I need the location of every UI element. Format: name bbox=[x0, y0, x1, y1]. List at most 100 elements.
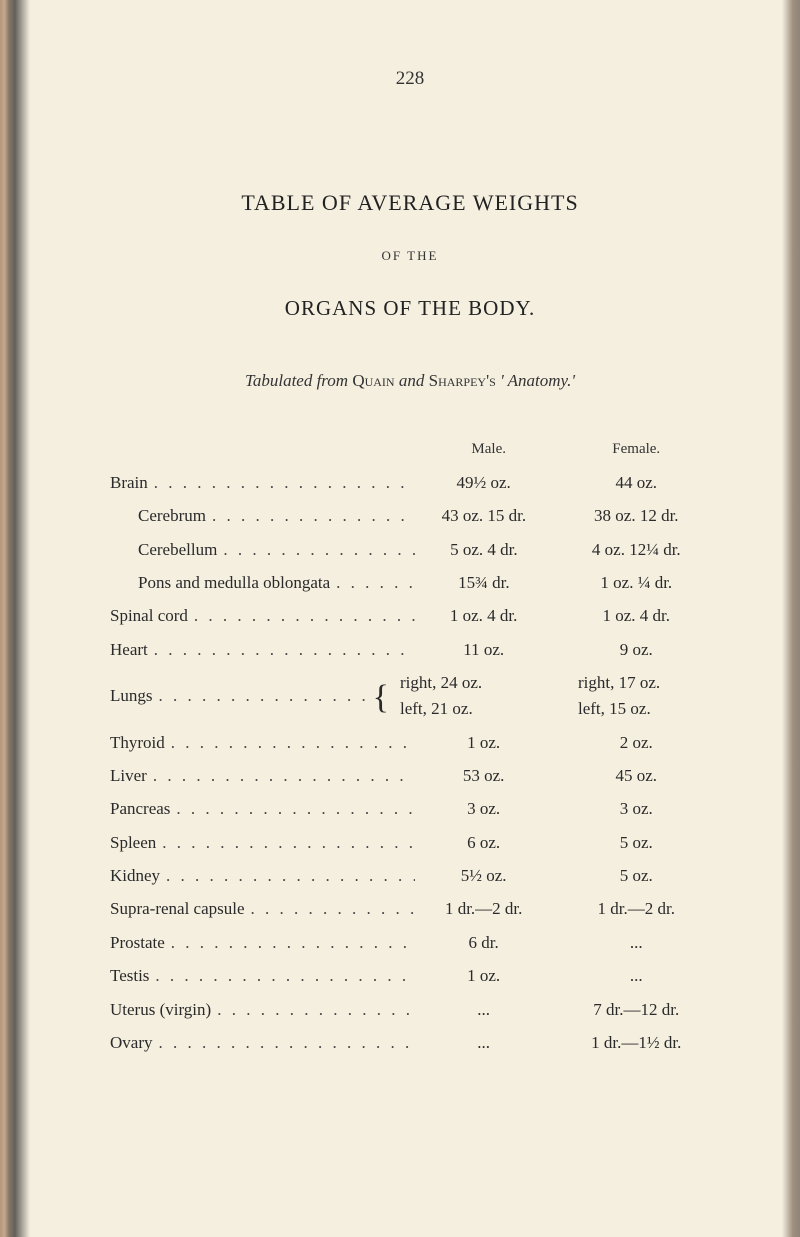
female-value: 38 oz. 12 dr. bbox=[563, 503, 710, 529]
male-value: 3 oz. bbox=[415, 796, 563, 822]
organ-label: Heart bbox=[110, 637, 148, 663]
label-cell: Kidney. . . . . . . . . . . . . . . . . … bbox=[110, 863, 415, 889]
dots-leader: . . . . . . . . . . . . . . . . . . . . … bbox=[206, 503, 415, 529]
table-row: Spleen. . . . . . . . . . . . . . . . . … bbox=[110, 830, 710, 856]
table-header-row: Male. Female. bbox=[110, 441, 710, 458]
organ-label: Spleen bbox=[110, 830, 156, 856]
organ-label: Supra-renal capsule bbox=[110, 896, 245, 922]
female-value: 5 oz. bbox=[563, 863, 711, 889]
table-row: Brain. . . . . . . . . . . . . . . . . .… bbox=[110, 470, 710, 496]
organ-label: Testis bbox=[110, 963, 149, 989]
male-value: 15¾ dr. bbox=[415, 570, 563, 596]
table-row: Pons and medulla oblongata. . . . . . . … bbox=[110, 570, 710, 596]
male-value: 5 oz. 4 dr. bbox=[415, 537, 563, 563]
organ-label: Brain bbox=[110, 470, 148, 496]
lungs-row: Lungs . . . . . . . . . . . . . . . . . … bbox=[110, 670, 710, 723]
dots-leader: . . . . . . . . . . . . . . . . . . . . … bbox=[160, 863, 415, 889]
table-row: Cerebrum. . . . . . . . . . . . . . . . … bbox=[110, 503, 710, 529]
organ-label: Thyroid bbox=[110, 730, 165, 756]
table-row: Thyroid. . . . . . . . . . . . . . . . .… bbox=[110, 730, 710, 756]
female-value: 3 oz. bbox=[563, 796, 711, 822]
female-value: 1 oz. ¼ dr. bbox=[563, 570, 710, 596]
dots-leader: . . . . . . . . . . . . . . . . . . . . … bbox=[153, 683, 373, 709]
dots-leader: . . . . . . . . . . . . . . . . . . . . … bbox=[148, 637, 415, 663]
female-value: 44 oz. bbox=[563, 470, 711, 496]
label-cell: Heart. . . . . . . . . . . . . . . . . .… bbox=[110, 637, 415, 663]
dots-leader: . . . . . . . . . . . . . . . . . . . . … bbox=[217, 537, 415, 563]
male-value: 6 oz. bbox=[415, 830, 563, 856]
organ-label: Pons and medulla oblongata bbox=[138, 570, 330, 596]
lungs-right-female: right, 17 oz. bbox=[560, 670, 710, 696]
label-cell: Brain. . . . . . . . . . . . . . . . . .… bbox=[110, 470, 415, 496]
table-row: Prostate. . . . . . . . . . . . . . . . … bbox=[110, 930, 710, 956]
table-row: Spinal cord. . . . . . . . . . . . . . .… bbox=[110, 603, 710, 629]
male-value: 53 oz. bbox=[415, 763, 563, 789]
lungs-left-female: left, 15 oz. bbox=[560, 696, 710, 722]
label-cell: Cerebellum. . . . . . . . . . . . . . . … bbox=[110, 537, 415, 563]
organ-label: Cerebrum bbox=[138, 503, 206, 529]
female-value: ... bbox=[563, 963, 711, 989]
dots-leader: . . . . . . . . . . . . . . . . . . . . … bbox=[147, 763, 415, 789]
organ-label: Cerebellum bbox=[138, 537, 217, 563]
label-cell: Pons and medulla oblongata. . . . . . . … bbox=[110, 570, 415, 596]
table-row: Supra-renal capsule. . . . . . . . . . .… bbox=[110, 896, 710, 922]
male-value: ... bbox=[415, 997, 563, 1023]
weights-table: Male. Female. Brain. . . . . . . . . . .… bbox=[110, 441, 710, 1056]
organ-label: Pancreas bbox=[110, 796, 170, 822]
male-value: 6 dr. bbox=[415, 930, 563, 956]
male-value: 5½ oz. bbox=[415, 863, 563, 889]
table-row: Pancreas. . . . . . . . . . . . . . . . … bbox=[110, 796, 710, 822]
female-value: 45 oz. bbox=[563, 763, 711, 789]
male-value: 43 oz. 15 dr. bbox=[415, 503, 563, 529]
title-main: TABLE OF AVERAGE WEIGHTS bbox=[110, 190, 710, 216]
label-cell: Spleen. . . . . . . . . . . . . . . . . … bbox=[110, 830, 415, 856]
female-value: 1 oz. 4 dr. bbox=[563, 603, 711, 629]
header-male: Male. bbox=[415, 441, 563, 458]
female-value: 1 dr.—2 dr. bbox=[563, 896, 711, 922]
female-value: 2 oz. bbox=[563, 730, 711, 756]
table-row: Kidney. . . . . . . . . . . . . . . . . … bbox=[110, 863, 710, 889]
male-value: 1 oz. bbox=[415, 730, 563, 756]
page-number: 228 bbox=[110, 68, 710, 90]
table-row: Uterus (virgin). . . . . . . . . . . . .… bbox=[110, 997, 710, 1023]
male-value: 11 oz. bbox=[415, 637, 563, 663]
male-value: 1 oz. 4 dr. bbox=[415, 603, 563, 629]
lungs-values: right, 24 oz. right, 17 oz. left, 21 oz.… bbox=[390, 670, 710, 723]
dots-leader: . . . . . . . . . . . . . . . . . . . . … bbox=[152, 1030, 414, 1056]
source-mid: and bbox=[395, 371, 429, 390]
male-value: 1 oz. bbox=[415, 963, 563, 989]
source-suffix: ' Anatomy.' bbox=[496, 371, 575, 390]
male-value: ... bbox=[415, 1030, 563, 1056]
label-cell: Supra-renal capsule. . . . . . . . . . .… bbox=[110, 896, 415, 922]
label-cell: Ovary. . . . . . . . . . . . . . . . . .… bbox=[110, 1030, 415, 1056]
dots-leader: . . . . . . . . . . . . . . . . . . . . … bbox=[148, 470, 415, 496]
organ-label: Spinal cord bbox=[110, 603, 188, 629]
label-cell: Liver. . . . . . . . . . . . . . . . . .… bbox=[110, 763, 415, 789]
female-value: 5 oz. bbox=[563, 830, 711, 856]
subtitle-of-the: OF THE bbox=[110, 248, 710, 264]
dots-leader: . . . . . . . . . . . . . . . . . . . . … bbox=[156, 830, 415, 856]
table-row: Cerebellum. . . . . . . . . . . . . . . … bbox=[110, 537, 710, 563]
organ-label: Kidney bbox=[110, 863, 160, 889]
male-value: 49½ oz. bbox=[415, 470, 563, 496]
lungs-left-row: left, 21 oz. left, 15 oz. bbox=[390, 696, 710, 722]
page-left-edge bbox=[0, 0, 30, 1237]
lungs-right-row: right, 24 oz. right, 17 oz. bbox=[390, 670, 710, 696]
table-row: Heart. . . . . . . . . . . . . . . . . .… bbox=[110, 637, 710, 663]
organ-label: Liver bbox=[110, 763, 147, 789]
organ-label: Uterus (virgin) bbox=[110, 997, 211, 1023]
label-cell: Uterus (virgin). . . . . . . . . . . . .… bbox=[110, 997, 415, 1023]
source-author1: Quain bbox=[352, 371, 394, 390]
label-cell: Thyroid. . . . . . . . . . . . . . . . .… bbox=[110, 730, 415, 756]
lungs-label-cell: Lungs . . . . . . . . . . . . . . . . . … bbox=[110, 683, 373, 709]
table-row: Liver. . . . . . . . . . . . . . . . . .… bbox=[110, 763, 710, 789]
dots-leader: . . . . . . . . . . . . . . . . . . . . … bbox=[245, 896, 415, 922]
dots-leader: . . . . . . . . . . . . . . . . . . . . … bbox=[149, 963, 414, 989]
header-female: Female. bbox=[562, 441, 710, 458]
dots-leader: . . . . . . . . . . . . . . . . . . . . … bbox=[165, 730, 415, 756]
source-prefix: Tabulated from bbox=[245, 371, 352, 390]
label-cell: Pancreas. . . . . . . . . . . . . . . . … bbox=[110, 796, 415, 822]
female-value: 4 oz. 12¼ dr. bbox=[563, 537, 710, 563]
dots-leader: . . . . . . . . . . . . . . . . . . . . … bbox=[170, 796, 414, 822]
lungs-left-male: left, 21 oz. bbox=[390, 696, 560, 722]
